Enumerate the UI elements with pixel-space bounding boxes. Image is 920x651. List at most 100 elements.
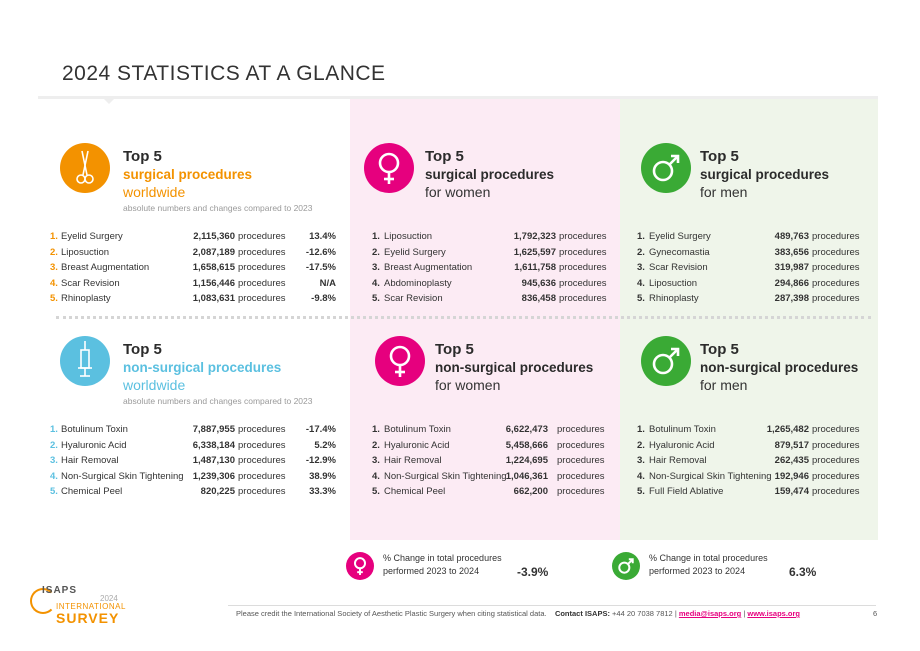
item-unit: procedures [812, 262, 860, 273]
item-change: N/A [319, 277, 336, 289]
female-symbol-icon [364, 143, 414, 193]
list-item: 5. Rhinoplasty 1,083,631 procedures -9.8% [50, 291, 340, 307]
panel-subtitle: for women [425, 184, 491, 200]
item-count: 1,239,306 [192, 470, 235, 482]
item-change: -12.9% [305, 455, 336, 466]
item-unit: procedures [559, 246, 607, 258]
isaps-survey-logo: ISAPS 2024 INTERNATIONAL SURVEY [30, 582, 140, 632]
item-rank: 1. [637, 231, 645, 242]
item-rank: 3. [372, 262, 380, 273]
logo-survey: SURVEY [56, 610, 120, 626]
item-unit: procedures [238, 262, 286, 273]
list-item: 3. Hair Removal 262,435 procedures [637, 453, 865, 469]
list-item: 5. Rhinoplasty 287,398 procedures [637, 291, 865, 307]
item-unit: procedures [238, 231, 286, 242]
list-item: 1. Botulinum Toxin 1,265,482 procedures [637, 422, 865, 438]
item-count: 6,338,184 [192, 439, 235, 451]
item-count: 159,474 [774, 486, 809, 497]
page-title: 2024 STATISTICS AT A GLANCE [62, 62, 386, 85]
legend-line: performed 2023 to 2024 [649, 566, 746, 576]
procedure-list: 1. Botulinum Toxin 7,887,955 procedures -17.… [50, 422, 340, 500]
item-unit: procedures [238, 439, 286, 451]
item-rank: 1. [372, 424, 380, 435]
item-unit: procedures [812, 231, 860, 242]
item-rank: 1. [372, 231, 380, 242]
syringe-icon [60, 336, 110, 386]
list-item: 4. Abdominoplasty 945,636 procedures [372, 276, 610, 292]
item-unit: procedures [812, 486, 860, 497]
panel-note: absolute numbers and changes compared to… [123, 203, 313, 213]
item-name: Liposuction [61, 246, 110, 258]
item-unit: procedures [557, 439, 605, 451]
item-unit: procedures [559, 277, 607, 289]
male-symbol-icon [641, 336, 691, 386]
women-change-label: % Change in total procedures performed 2… [383, 552, 502, 578]
item-change: 38.9% [309, 470, 336, 482]
item-count: 1,792,323 [513, 231, 556, 242]
list-item: 2. Hyaluronic Acid 5,458,666 procedures [372, 438, 610, 454]
list-item: 4. Non-Surgical Skin Tightening 1,046,361 p… [372, 469, 610, 485]
panel-top-label: Top 5 [435, 341, 474, 358]
panel-top-label: Top 5 [700, 341, 739, 358]
list-item: 4. Non-Surgical Skin Tightening 192,946 pro… [637, 469, 865, 485]
item-rank: 3. [50, 262, 58, 273]
item-rank: 2. [637, 246, 645, 258]
item-unit: procedures [812, 439, 860, 451]
item-unit: procedures [238, 246, 286, 258]
page-number: 6 [873, 609, 878, 618]
item-unit: procedures [812, 455, 860, 466]
item-rank: 4. [637, 277, 645, 289]
footer-credit: Please credit the International Society … [236, 609, 547, 618]
item-name: Hair Removal [384, 455, 442, 466]
list-item: 3. Breast Augmentation 1,611,758 procedures [372, 260, 610, 276]
panel-top-label: Top 5 [123, 341, 162, 358]
item-name: Hyaluronic Acid [61, 439, 127, 451]
item-rank: 1. [50, 424, 58, 435]
list-item: 3. Hair Removal 1,487,130 procedures -12.9% [50, 453, 340, 469]
item-name: Liposuction [649, 277, 698, 289]
item-name: Gynecomastia [649, 246, 710, 258]
item-name: Non-Surgical Skin Tightening [384, 470, 507, 482]
item-rank: 4. [637, 470, 645, 482]
item-name: Hyaluronic Acid [649, 439, 715, 451]
item-unit: procedures [812, 293, 860, 304]
item-unit: procedures [812, 246, 860, 258]
item-count: 945,636 [521, 277, 556, 289]
panel-category: surgical procedures [425, 167, 555, 182]
item-name: Eyelid Surgery [649, 231, 711, 242]
logo-international: INTERNATIONAL [56, 602, 126, 611]
footer-website-link[interactable]: www.isaps.org [747, 609, 801, 618]
item-unit: procedures [557, 470, 605, 482]
item-unit: procedures [812, 470, 860, 482]
item-count: 2,115,360 [193, 231, 235, 242]
panel-top-label: Top 5 [123, 148, 162, 165]
item-count: 1,156,446 [192, 277, 235, 289]
title-underline [38, 96, 878, 99]
item-count: 294,866 [774, 277, 809, 289]
item-name: Non-Surgical Skin Tightening [649, 470, 772, 482]
item-count: 1,265,482 [766, 424, 809, 435]
list-item: 1. Botulinum Toxin 6,622,473 procedures [372, 422, 610, 438]
list-item: 2. Hyaluronic Acid 879,517 procedures [637, 438, 865, 454]
panel-category: non-surgical procedures [123, 360, 282, 375]
item-count: 7,887,955 [192, 424, 235, 435]
item-name: Chemical Peel [384, 486, 446, 497]
legend-line: performed 2023 to 2024 [383, 566, 480, 576]
item-count: 287,398 [774, 293, 809, 304]
list-item: 3. Hair Removal 1,224,695 procedures [372, 453, 610, 469]
item-name: Breast Augmentation [61, 262, 150, 273]
item-name: Scar Revision [649, 262, 708, 273]
item-rank: 4. [372, 277, 380, 289]
item-count: 192,946 [774, 470, 809, 482]
item-name: Abdominoplasty [384, 277, 452, 289]
item-name: Scar Revision [384, 293, 443, 304]
item-unit: procedures [812, 424, 860, 435]
item-name: Hair Removal [61, 455, 119, 466]
item-count: 489,763 [774, 231, 809, 242]
item-name: Botulinum Toxin [649, 424, 716, 435]
list-item: 5. Chemical Peel 662,200 procedures [372, 484, 610, 500]
item-rank: 1. [50, 231, 58, 242]
footer-email-link[interactable]: media@isaps.org [678, 609, 742, 618]
logo-year: 2024 [100, 594, 118, 603]
item-count: 879,517 [774, 439, 809, 451]
